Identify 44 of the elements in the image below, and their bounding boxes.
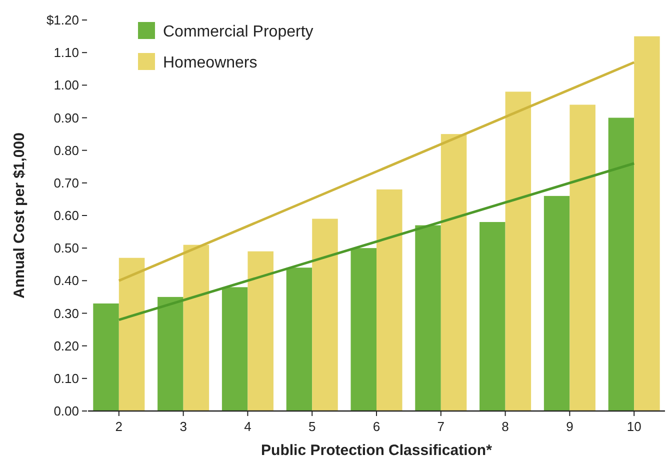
x-tick-label: 4 xyxy=(244,419,252,434)
bar xyxy=(183,244,210,411)
bar xyxy=(248,251,274,411)
bar xyxy=(608,118,634,411)
bar xyxy=(286,268,312,411)
bar xyxy=(158,296,184,411)
x-tick-label: 6 xyxy=(372,419,380,434)
x-tick-label: 10 xyxy=(626,419,642,434)
legend-label: Commercial Property xyxy=(163,24,314,41)
y-tick-label: 0.70 xyxy=(54,175,79,190)
y-tick-label: 0.60 xyxy=(54,208,79,224)
y-tick-label: 1.00 xyxy=(54,78,79,93)
bar xyxy=(634,36,660,411)
legend-label: Homeowners xyxy=(163,54,258,72)
x-tick-label: 3 xyxy=(180,419,187,434)
y-tick-label: 0.80 xyxy=(54,142,79,158)
x-axis-title: Public Protection Classification* xyxy=(261,442,492,459)
x-tick-label: 9 xyxy=(566,419,574,434)
x-tick-label: 7 xyxy=(437,419,445,434)
y-axis-title: Annual Cost per $1,000 xyxy=(11,132,28,298)
bar xyxy=(570,104,596,411)
bar xyxy=(312,218,338,411)
bar xyxy=(350,248,376,411)
y-tick-label: 0.00 xyxy=(54,404,79,419)
bar xyxy=(118,258,145,411)
bar xyxy=(544,196,570,411)
bar xyxy=(440,134,467,411)
y-tick-label: 0.30 xyxy=(54,306,79,321)
x-tick-label: 2 xyxy=(115,419,123,434)
bar xyxy=(415,225,441,411)
bar xyxy=(93,303,119,411)
y-tick-label: 0.10 xyxy=(54,370,79,386)
x-tick-label: 5 xyxy=(308,419,316,434)
y-tick-label: 1.10 xyxy=(54,45,79,60)
y-tick-label: $1.20 xyxy=(46,12,79,28)
bar xyxy=(480,222,506,411)
y-tick-label: 0.20 xyxy=(54,338,79,354)
y-tick-label: 0.40 xyxy=(54,273,79,288)
bar xyxy=(505,92,532,411)
x-tick-label: 8 xyxy=(502,419,509,434)
bar xyxy=(222,287,248,411)
y-tick-label: 0.90 xyxy=(54,110,79,126)
bar xyxy=(376,189,402,411)
y-tick-label: 0.50 xyxy=(54,240,79,256)
